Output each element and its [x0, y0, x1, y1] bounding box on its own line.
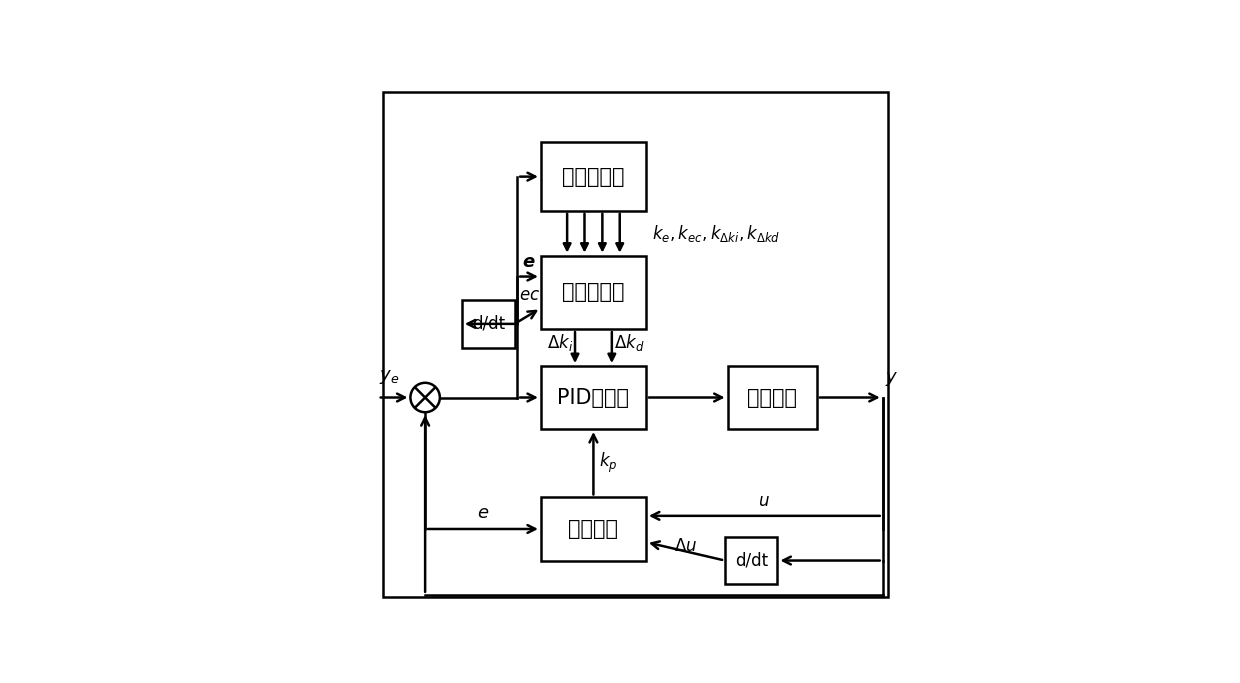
Text: $\boldsymbol{e}$: $\boldsymbol{e}$	[522, 253, 536, 271]
Text: $y_e$: $y_e$	[379, 368, 399, 386]
Text: 粒子群优化: 粒子群优化	[562, 167, 625, 186]
Bar	[728, 366, 817, 429]
Text: $e$: $e$	[477, 503, 489, 522]
Text: $ec$: $ec$	[518, 286, 539, 304]
Text: d/dt: d/dt	[734, 552, 768, 570]
Bar	[541, 143, 646, 211]
Bar	[725, 537, 777, 584]
Bar	[541, 497, 646, 561]
Circle shape	[410, 382, 440, 413]
Text: 被控对象: 被控对象	[748, 387, 797, 408]
Text: $k_p$: $k_p$	[599, 451, 618, 475]
Text: 免疫反馈: 免疫反馈	[568, 519, 619, 539]
Text: d/dt: d/dt	[471, 315, 505, 333]
Bar	[541, 366, 646, 429]
Text: $\Delta u$: $\Delta u$	[673, 538, 697, 555]
Text: $\Delta k_d$: $\Delta k_d$	[614, 332, 645, 352]
Text: 模糊控制器: 模糊控制器	[562, 282, 625, 303]
Bar	[463, 301, 515, 348]
Text: PID控制器: PID控制器	[558, 387, 630, 408]
Text: $y$: $y$	[885, 370, 899, 388]
Text: $\boldsymbol{k_e, k_{ec}, k_{\Delta ki}, k_{\Delta kd}}$: $\boldsymbol{k_e, k_{ec}, k_{\Delta ki},…	[652, 223, 781, 244]
Text: $u$: $u$	[759, 492, 770, 510]
Bar	[541, 255, 646, 329]
Text: $\Delta k_i$: $\Delta k_i$	[547, 332, 573, 352]
